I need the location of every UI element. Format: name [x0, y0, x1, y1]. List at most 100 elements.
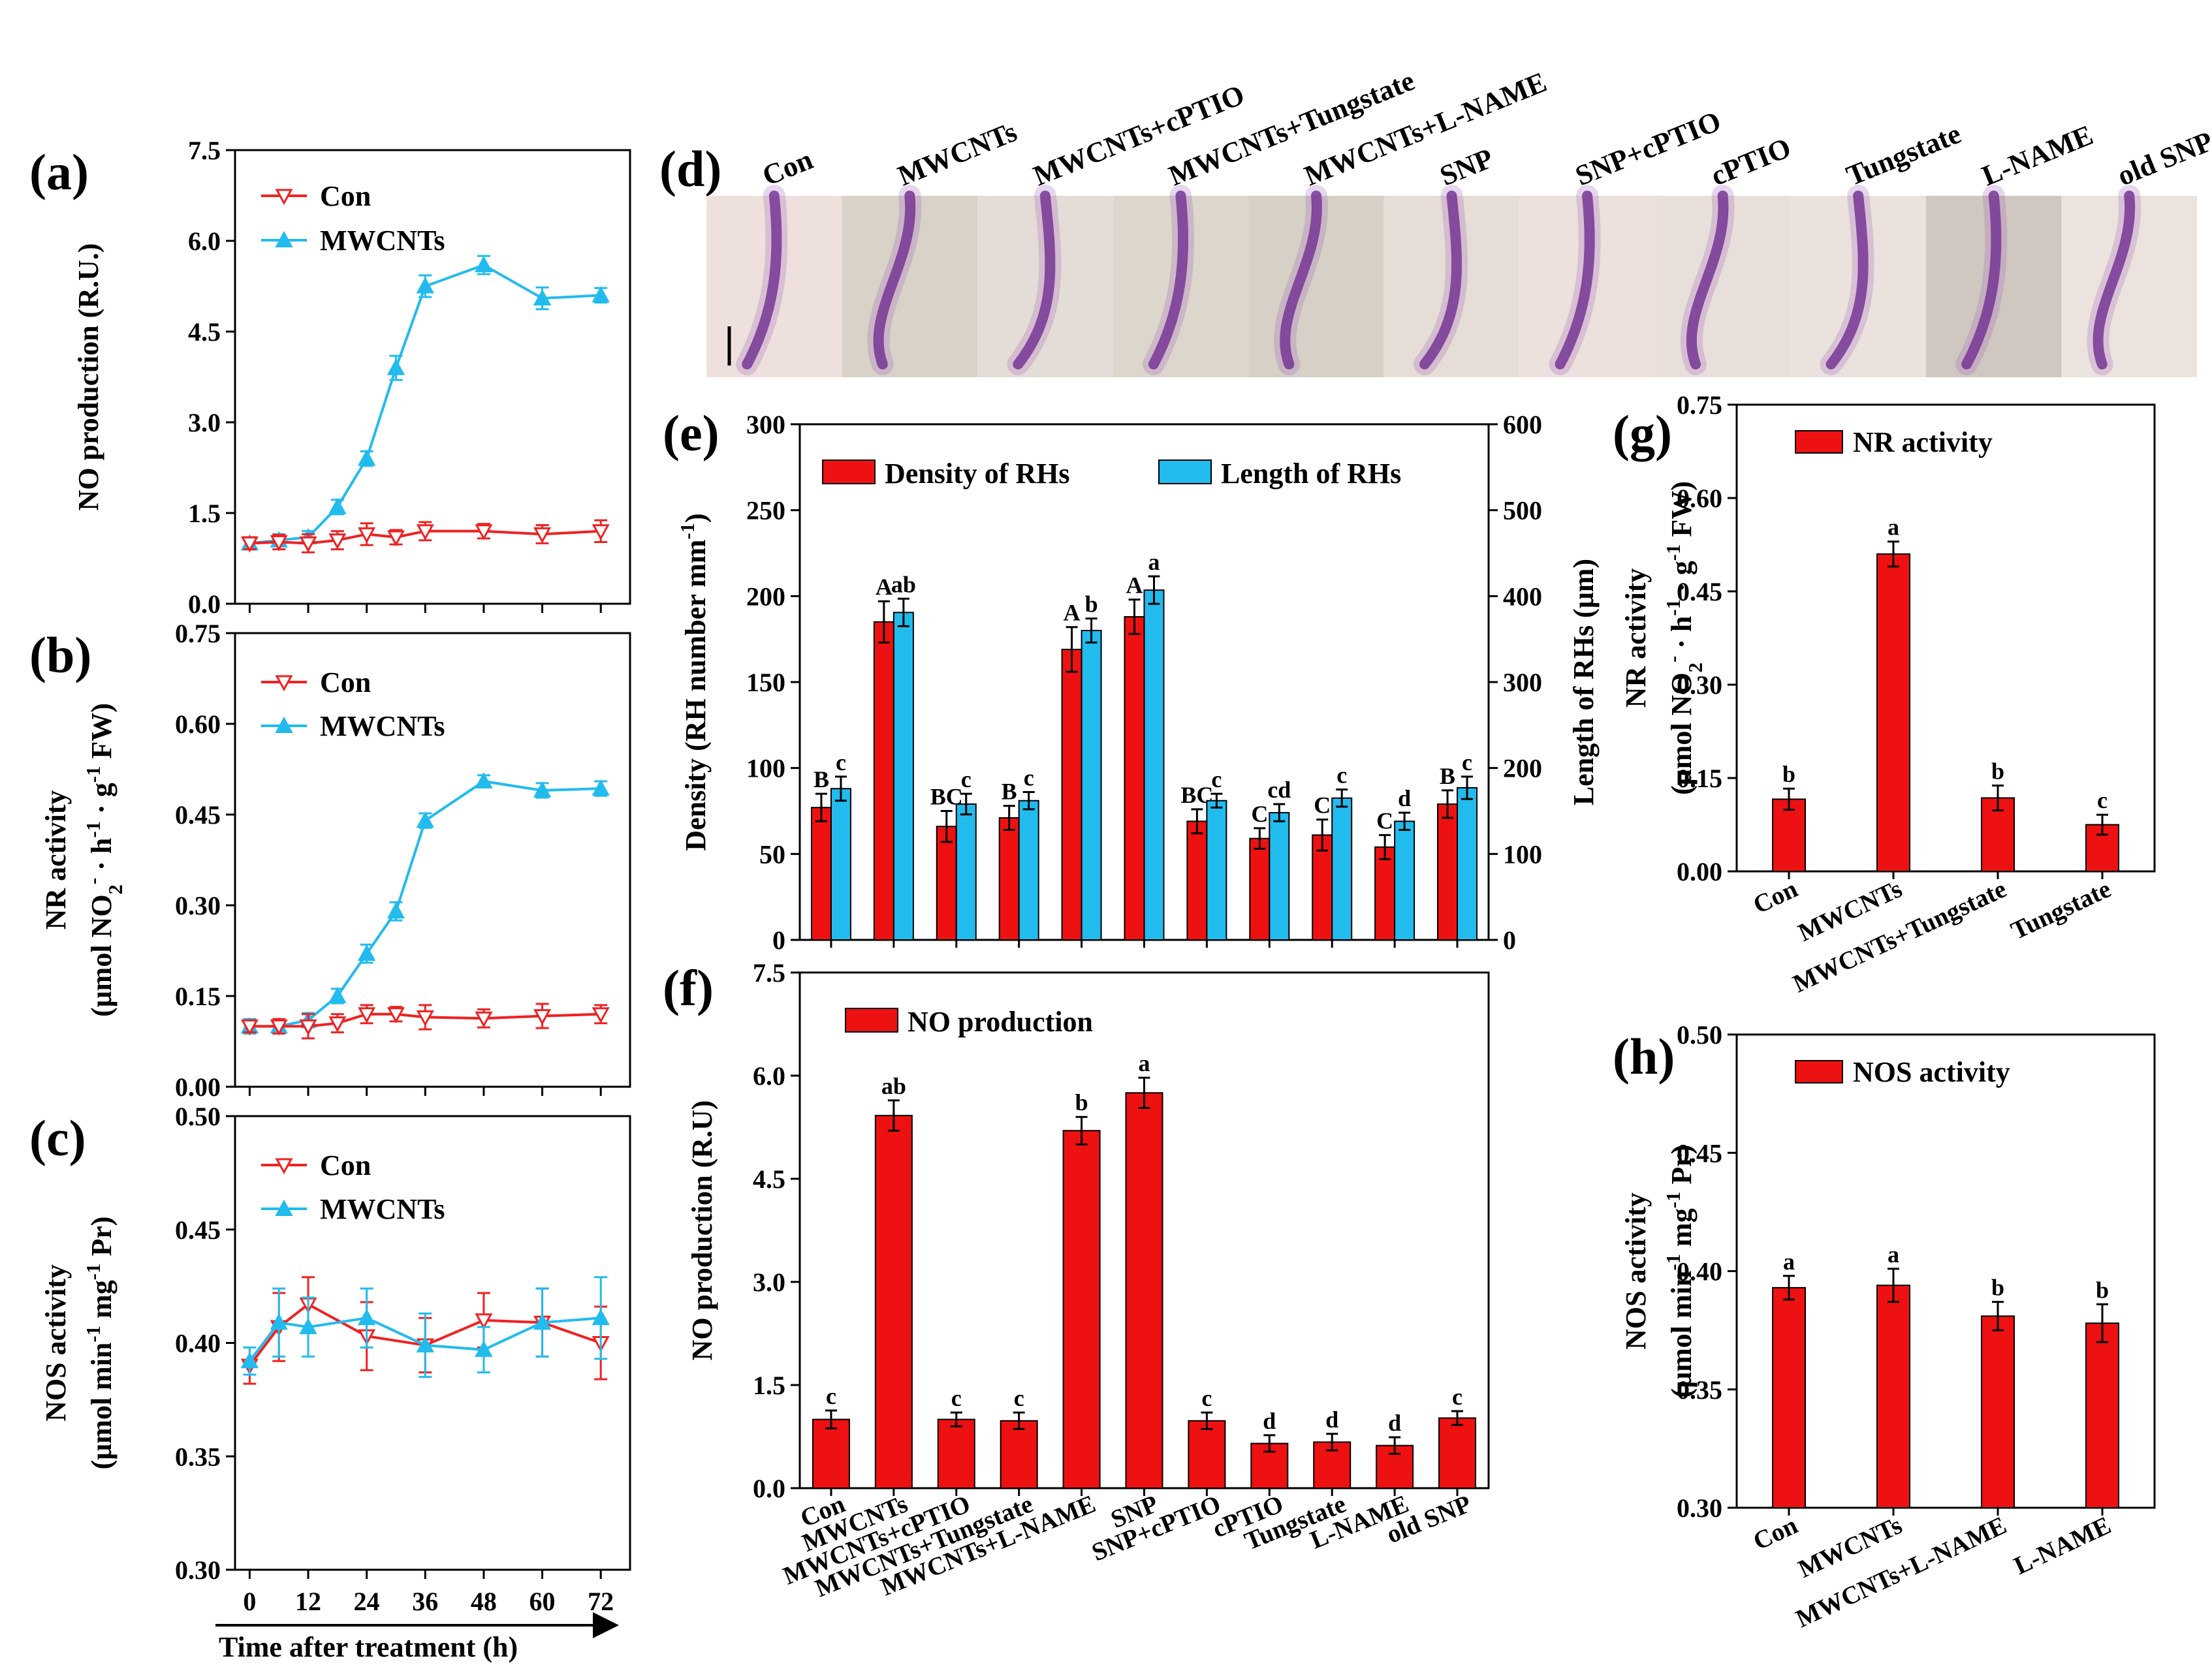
bar-h-NOS activity: [1772, 1286, 1806, 1508]
bar-e-Density of RHs: [1124, 615, 1145, 941]
legend-swatch-no: [845, 1008, 898, 1033]
data-point-b-MWCNTs: [533, 781, 552, 798]
bar-e-Density of RHs: [810, 807, 832, 941]
root-shape: [1686, 191, 1729, 369]
photo-label: L-NAME: [1978, 119, 2098, 192]
y-axis-g-tick-label: 0.45: [1677, 577, 1722, 606]
bar-h-NOS activity: [2085, 1322, 2119, 1508]
y-axis-right-e-tick-label: 100: [1503, 839, 1542, 869]
y-axis-b-tick-label: 0.45: [175, 800, 221, 830]
data-point-a-Con: [240, 536, 259, 553]
y-axis-g-tick-label: 0.15: [1677, 764, 1722, 793]
bar-f-NO production: [1125, 1092, 1163, 1489]
data-point-c-MWCNTs: [592, 1309, 610, 1326]
y-axis-right-e-tick-label: 0: [1503, 926, 1516, 955]
y-axis-label-f: NO production (R.U): [686, 1100, 718, 1361]
significance-label-h: a: [1888, 1241, 1899, 1268]
y-axis-sublabel-b: (μmol NO2- · h-1 · g-1 FW): [82, 703, 127, 1017]
data-point-c-MWCNTs: [357, 1309, 376, 1326]
significance-label-e: C: [1314, 792, 1331, 818]
data-point-a-Con: [328, 533, 347, 550]
data-point-b-MWCNTs: [416, 811, 434, 828]
x-tick-label: 12: [295, 1587, 321, 1616]
data-point-b-MWCNTs: [387, 902, 405, 919]
bar-f-NO production: [1062, 1130, 1101, 1489]
significance-label-g: b: [1991, 758, 2004, 784]
data-point-a-MWCNTs: [416, 277, 434, 294]
series-line-a-MWCNTs: [249, 263, 601, 545]
significance-label-g: b: [1782, 761, 1795, 787]
y-axis-a-tick-label: 7.5: [188, 136, 221, 165]
data-point-c-MWCNTs: [475, 1340, 493, 1357]
bar-f-NO production: [1188, 1420, 1226, 1489]
y-axis-b-tick-label: 0.30: [175, 891, 221, 920]
bar-e-Density of RHs: [873, 621, 894, 941]
legend-label-Con: Con: [320, 180, 371, 212]
significance-label-f: d: [1325, 1407, 1338, 1433]
data-point-c-MWCNTs: [416, 1335, 434, 1352]
data-point-c-MWCNTs: [240, 1352, 259, 1369]
significance-label-e: c: [1462, 749, 1472, 775]
panel-letter-d: (d): [659, 140, 721, 197]
y-axis-h-tick-label: 0.40: [1677, 1257, 1722, 1286]
root-hair-halo: [1142, 185, 1195, 375]
bar-e-Density of RHs: [1374, 846, 1396, 941]
data-point-b-MWCNTs: [592, 779, 610, 796]
root-hair-halo: [1680, 185, 1735, 375]
y-axis-g-tick-label: 0.30: [1677, 670, 1722, 700]
significance-label-f: c: [1452, 1384, 1462, 1410]
significance-label-f: ab: [881, 1073, 906, 1099]
y-axis-label-c: NOS activity: [40, 1264, 72, 1422]
data-point-a-Con: [475, 524, 493, 540]
photo-label: Tungstate: [1842, 117, 1965, 192]
bar-e-Length of RHs: [1081, 630, 1102, 941]
root-hair-halo: [736, 185, 788, 375]
significance-label-e: c: [836, 749, 846, 775]
bar-e-Length of RHs: [893, 612, 914, 941]
data-point-b-Con: [387, 1007, 405, 1023]
data-point-a-MWCNTs: [387, 358, 405, 375]
data-point-b-MWCNTs: [328, 986, 347, 1003]
significance-label-f: d: [1388, 1410, 1401, 1436]
significance-label-e: c: [961, 766, 972, 792]
bar-e-Density of RHs: [998, 817, 1020, 941]
y-axis-label-e: Density (RH number mm-1): [676, 513, 712, 850]
data-point-c-MWCNTs: [533, 1313, 552, 1330]
y-axis-h-tick-label: 0.30: [1677, 1493, 1722, 1523]
legend-marker: [275, 716, 293, 733]
y-axis-b-tick-label: 0.75: [175, 619, 221, 648]
category-label-g: Tungstate: [2007, 875, 2115, 945]
bar-e-Density of RHs: [1186, 820, 1208, 941]
root-hair-halo: [1820, 185, 1874, 375]
y-axis-f-tick-label: 1.5: [753, 1371, 785, 1400]
photo-label: MWCNTs+L-NAME: [1300, 66, 1551, 192]
y-axis-label-a: NO production (R.U.): [72, 243, 104, 511]
y-axis-f-tick-label: 4.5: [753, 1164, 785, 1194]
legend-swatch-length: [1158, 460, 1212, 484]
y-axis-f-tick-label: 6.0: [753, 1061, 785, 1091]
data-point-b-Con: [328, 1016, 347, 1033]
data-point-a-Con: [533, 527, 552, 544]
photo-label: SNP+cPTIO: [1571, 105, 1726, 193]
legend-swatch-nos: [1795, 1060, 1843, 1083]
y-axis-a-tick-label: 6.0: [188, 226, 221, 256]
significance-label-f: a: [1139, 1050, 1150, 1076]
y-axis-a-tick-label: 4.5: [188, 317, 221, 347]
bar-e-Length of RHs: [1457, 787, 1478, 941]
legend-marker: [275, 1158, 293, 1175]
y-axis-b-tick-label: 0.00: [175, 1072, 221, 1102]
y-axis-right-e-tick-label: 300: [1503, 668, 1542, 697]
data-point-b-Con: [270, 1019, 288, 1036]
data-point-c-Con: [475, 1313, 493, 1330]
photo-label: MWCNTs: [893, 116, 1021, 192]
y-axis-e-tick-label: 150: [746, 668, 785, 697]
y-axis-a-tick-label: 3.0: [188, 408, 221, 437]
root-shape: [1013, 191, 1056, 369]
significance-label-e: B: [1002, 779, 1017, 805]
y-axis-right-e-tick-label: 500: [1503, 496, 1542, 525]
root-shape: [2093, 191, 2136, 369]
x-axis-title: Time after treatment (h): [219, 1631, 518, 1663]
significance-label-e: b: [1085, 591, 1098, 617]
legend-label-MWCNTs: MWCNTs: [320, 1193, 445, 1225]
root-shape: [1280, 191, 1322, 369]
